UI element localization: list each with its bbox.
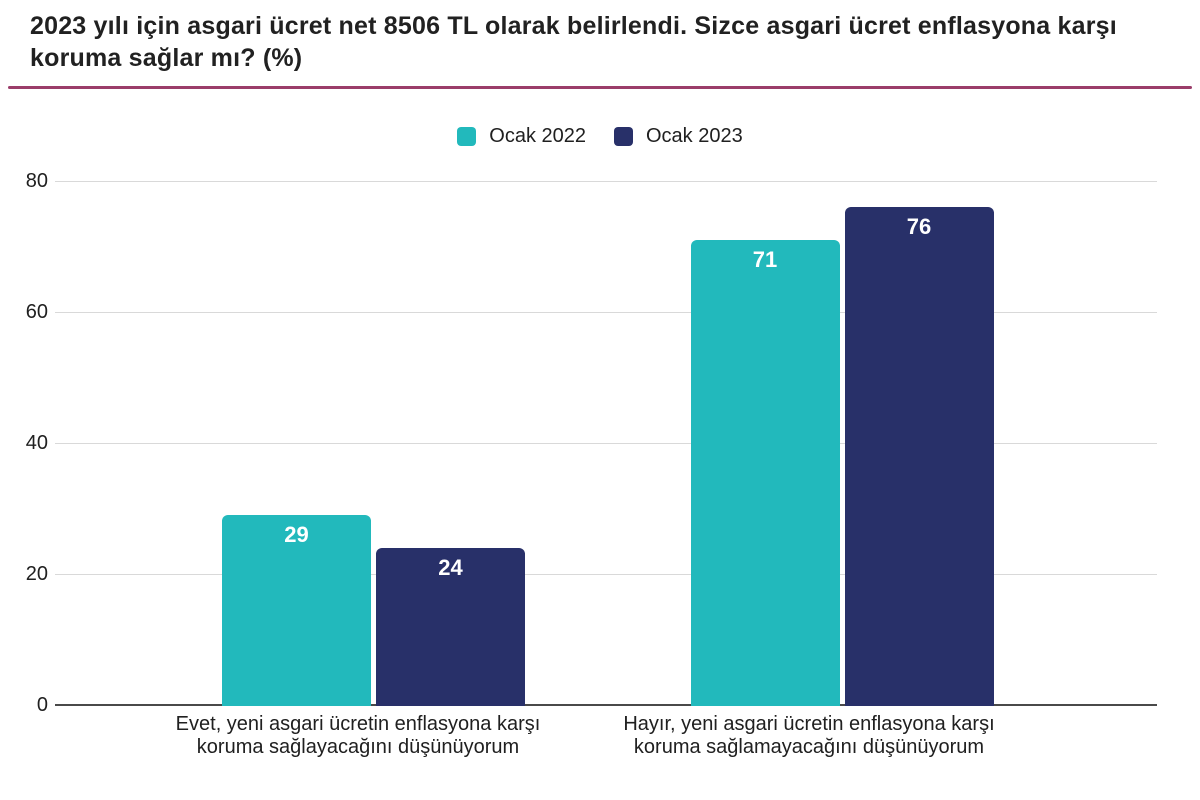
bar-ocak-2023-evet[interactable]: 24 [376,547,525,706]
y-tick-label-60: 60 [25,301,48,323]
chart-title-line-1: 2023 yılı için asgari ücret net 8506 TL … [30,12,1117,40]
bar-ocak-2023-hayir[interactable]: 76 [844,207,994,706]
legend-label-ocak-2023: Ocak 2023 [646,125,743,147]
x-axis-label-line: Hayır, yeni asgari ücretin enflasyona ka… [623,713,995,735]
y-gridline-40 [55,443,1157,444]
bar-ocak-2022-evet[interactable]: 29 [222,515,371,706]
x-axis-label-hayir: Hayır, yeni asgari ücretin enflasyona ka… [489,713,1129,759]
y-gridline-20 [55,574,1157,575]
y-gridline-60 [55,312,1157,313]
chart-title-line-2: koruma sağlar mı? (%) [30,44,303,72]
y-tick-label-0: 0 [36,694,48,716]
y-tick-label-40: 40 [25,432,48,454]
bar-ocak-2022-hayir[interactable]: 71 [690,239,840,706]
legend: Ocak 2022 Ocak 2023 [0,125,1200,148]
x-axis-label-line: koruma sağlayacağını düşünüyorum [196,736,520,758]
bar-value-label: 76 [906,214,932,240]
y-tick-label-20: 20 [25,563,48,585]
title-divider [8,86,1192,89]
legend-swatch-ocak-2023 [614,127,633,146]
x-axis-label-line: koruma sağlamayacağını düşünüyorum [633,736,985,758]
legend-label-ocak-2022: Ocak 2022 [489,125,586,147]
legend-swatch-ocak-2022 [457,127,477,146]
y-gridline-80 [55,181,1157,182]
x-axis-label-evet: Evet, yeni asgari ücretin enflasyona kar… [38,713,678,759]
y-tick-label-80: 80 [25,170,48,192]
bar-value-label: 71 [752,246,778,272]
x-axis-baseline [55,704,1157,706]
legend-item-ocak-2023[interactable]: Ocak 2023 [614,125,743,148]
bar-value-label: 29 [284,522,309,548]
chart-title: 2023 yılı için asgari ücret net 8506 TL … [30,10,1180,74]
bar-value-label: 24 [438,554,463,580]
x-axis-label-line: Evet, yeni asgari ücretin enflasyona kar… [175,713,541,735]
legend-item-ocak-2022[interactable]: Ocak 2022 [457,125,586,148]
